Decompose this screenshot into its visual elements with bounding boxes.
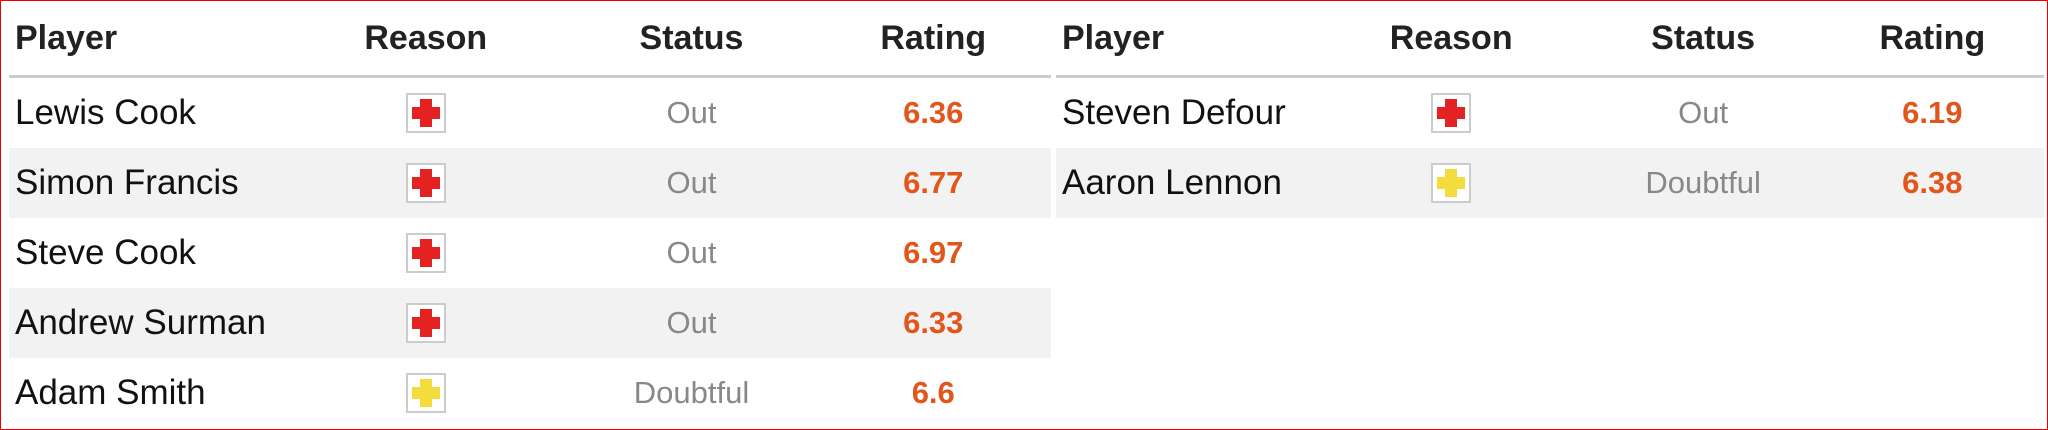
table-row: Adam Smith Doubtful 6.6 xyxy=(9,358,1051,428)
table-row: Simon Francis Out 6.77 xyxy=(9,148,1051,218)
rating: 6.6 xyxy=(911,375,955,410)
cross xyxy=(1437,107,1466,119)
reason-cell xyxy=(405,358,446,428)
rating: 6.97 xyxy=(903,235,964,270)
column-header: Player xyxy=(1062,18,1165,57)
status: Out xyxy=(1678,95,1729,130)
column-header: Reason xyxy=(1389,18,1513,57)
injury-icon xyxy=(405,303,446,343)
injury-icon xyxy=(1431,93,1472,133)
reason-cell xyxy=(405,78,446,148)
rating: 6.77 xyxy=(903,165,964,200)
player-name: Steven Defour xyxy=(1062,93,1286,132)
column-header: Rating xyxy=(1879,18,1986,57)
rating: 6.36 xyxy=(903,95,964,130)
column-header: Reason xyxy=(364,18,488,57)
reason-cell xyxy=(1431,78,1472,148)
table-row: Andrew Surman Out 6.33 xyxy=(9,288,1051,358)
reason-cell xyxy=(405,218,446,288)
status: Out xyxy=(666,165,717,200)
status: Doubtful xyxy=(633,375,750,410)
player-name: Simon Francis xyxy=(15,163,239,202)
player-name: Steve Cook xyxy=(15,233,196,272)
injury-icon xyxy=(405,93,446,133)
injury-icon xyxy=(1431,163,1472,203)
cross xyxy=(411,177,440,189)
cross xyxy=(411,247,440,259)
injury-icon xyxy=(405,163,446,203)
status: Out xyxy=(666,305,717,340)
table-row: Steve Cook Out 6.97 xyxy=(9,218,1051,288)
header-row: Player Reason Status Rating xyxy=(9,1,1051,78)
column-header: Status xyxy=(639,18,744,57)
column-header: Player xyxy=(15,18,118,57)
table-row: Aaron Lennon Doubtful 6.38 xyxy=(1056,148,2044,218)
status: Doubtful xyxy=(1645,165,1761,200)
cross xyxy=(1437,177,1466,189)
reason-cell xyxy=(405,288,446,358)
player-name: Andrew Surman xyxy=(15,303,266,342)
status: Out xyxy=(666,235,717,270)
table-row: Steven Defour Out 6.19 xyxy=(1056,78,2044,148)
cross xyxy=(411,107,440,119)
player-name: Aaron Lennon xyxy=(1062,163,1282,202)
injury-icon xyxy=(405,373,446,413)
cross xyxy=(411,317,440,329)
reason-cell xyxy=(1431,148,1472,218)
column-header: Rating xyxy=(880,18,987,57)
column-header: Status xyxy=(1651,18,1756,57)
injury-table: Player Reason Status Rating Steven Defour Out… xyxy=(1056,1,2044,218)
reason-cell xyxy=(405,148,446,218)
rating: 6.38 xyxy=(1902,165,1963,200)
injury-table: Player Reason Status Rating Lewis Cook Out 6.3… xyxy=(9,1,1051,428)
header-row: Player Reason Status Rating xyxy=(1056,1,2044,78)
rating: 6.19 xyxy=(1902,95,1963,130)
player-name: Lewis Cook xyxy=(15,93,196,132)
player-name: Adam Smith xyxy=(15,373,206,412)
injury-icon xyxy=(405,233,446,273)
status: Out xyxy=(666,95,717,130)
rating: 6.33 xyxy=(903,305,964,340)
cross xyxy=(411,387,440,399)
table-row: Lewis Cook Out 6.36 xyxy=(9,78,1051,148)
